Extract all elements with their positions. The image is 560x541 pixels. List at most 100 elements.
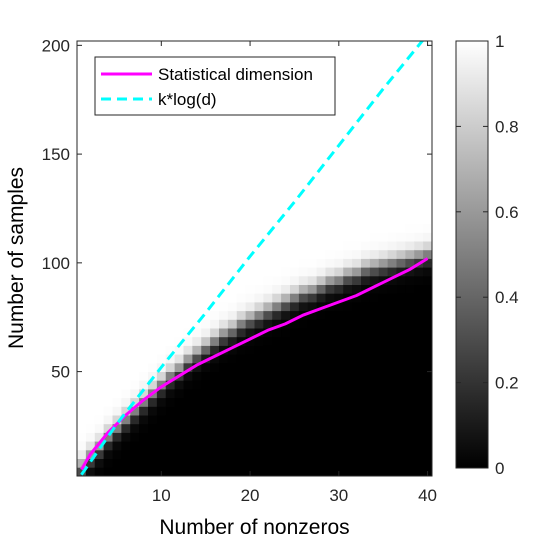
heatmap-cell	[263, 432, 273, 442]
heatmap-cell	[396, 188, 406, 198]
heatmap-cell	[201, 145, 211, 155]
heatmap-cell	[352, 171, 362, 181]
heatmap-cell	[219, 467, 229, 476]
heatmap-cell	[236, 154, 247, 164]
heatmap-cell	[378, 249, 389, 259]
heatmap-cell	[236, 136, 247, 146]
heatmap-cell	[148, 302, 158, 312]
heatmap-cell	[423, 458, 432, 468]
heatmap-cell	[103, 162, 113, 172]
heatmap-cell	[414, 423, 424, 433]
heatmap-cell	[405, 423, 415, 433]
heatmap-cell	[192, 449, 202, 459]
heatmap-cell	[254, 258, 264, 268]
heatmap-cell	[201, 441, 211, 451]
heatmap-cell	[378, 397, 389, 407]
heatmap-cell	[245, 432, 255, 442]
heatmap-cell	[77, 354, 87, 364]
heatmap-cell	[121, 336, 131, 346]
heatmap-cell	[423, 145, 432, 155]
heatmap-cell	[290, 284, 300, 294]
heatmap-cell	[103, 171, 113, 181]
heatmap-cell	[414, 93, 424, 103]
heatmap-cell	[201, 310, 211, 320]
heatmap-cell	[139, 432, 149, 442]
heatmap-cell	[201, 415, 211, 425]
heatmap-cell	[307, 362, 318, 372]
heatmap-cell	[334, 249, 344, 259]
heatmap-cell	[121, 154, 131, 164]
heatmap-cell	[343, 275, 353, 285]
heatmap-cell	[298, 328, 309, 338]
heatmap-cell	[343, 215, 353, 225]
heatmap-cell	[316, 223, 326, 233]
heatmap-cell	[290, 258, 300, 268]
heatmap-cell	[361, 449, 371, 459]
heatmap-cell	[361, 223, 371, 233]
heatmap-cell	[77, 180, 87, 190]
heatmap-cell	[183, 371, 193, 381]
heatmap-cell	[361, 319, 371, 329]
heatmap-cell	[245, 275, 255, 285]
heatmap-cell	[396, 110, 406, 120]
heatmap-cell	[201, 319, 211, 329]
heatmap-cell	[192, 293, 202, 303]
heatmap-cell	[192, 275, 202, 285]
heatmap-cell	[130, 258, 140, 268]
heatmap-cell	[281, 241, 291, 251]
heatmap-cell	[254, 467, 264, 476]
heatmap-cell	[423, 232, 432, 242]
heatmap-cell	[156, 302, 167, 312]
heatmap-cell	[174, 267, 184, 277]
heatmap-cell	[219, 145, 229, 155]
heatmap-cell	[236, 171, 247, 181]
heatmap-cell	[396, 284, 406, 294]
heatmap-cell	[227, 441, 238, 451]
heatmap-cell	[290, 145, 300, 155]
heatmap-cell	[290, 241, 300, 251]
heatmap-cell	[316, 180, 326, 190]
heatmap-cell	[298, 145, 309, 155]
heatmap-cell	[343, 415, 353, 425]
heatmap-cell	[103, 241, 113, 251]
heatmap-cell	[272, 336, 282, 346]
heatmap-cell	[361, 293, 371, 303]
heatmap-cell	[387, 162, 397, 172]
heatmap-cell	[387, 423, 397, 433]
heatmap-cell	[183, 180, 193, 190]
heatmap-cell	[343, 397, 353, 407]
heatmap-cell	[112, 406, 122, 416]
heatmap-cell	[325, 389, 335, 399]
heatmap-cell	[396, 449, 406, 459]
heatmap-cell	[387, 154, 397, 164]
heatmap-cell	[77, 467, 87, 476]
heatmap-cell	[414, 328, 424, 338]
heatmap-cell	[281, 232, 291, 242]
heatmap-cell	[290, 467, 300, 476]
heatmap-cell	[272, 310, 282, 320]
heatmap-cell	[334, 119, 344, 129]
heatmap-cell	[227, 136, 238, 146]
heatmap-cell	[77, 441, 87, 451]
heatmap-cell	[156, 180, 167, 190]
heatmap-cell	[192, 406, 202, 416]
heatmap-cell	[369, 432, 380, 442]
heatmap-cell	[343, 197, 353, 207]
heatmap-cell	[165, 310, 176, 320]
heatmap-cell	[165, 284, 176, 294]
heatmap-cell	[85, 119, 96, 129]
heatmap-cell	[290, 302, 300, 312]
heatmap-cell	[174, 223, 184, 233]
heatmap-cell	[201, 449, 211, 459]
heatmap-cell	[316, 441, 326, 451]
heatmap-cell	[94, 232, 105, 242]
heatmap-cell	[334, 371, 344, 381]
heatmap-cell	[236, 397, 247, 407]
heatmap-cell	[298, 136, 309, 146]
heatmap-cell	[361, 197, 371, 207]
heatmap-cell	[334, 162, 344, 172]
heatmap-cell	[227, 206, 238, 216]
heatmap-cell	[121, 162, 131, 172]
heatmap-cell	[245, 415, 255, 425]
heatmap-cell	[165, 458, 176, 468]
